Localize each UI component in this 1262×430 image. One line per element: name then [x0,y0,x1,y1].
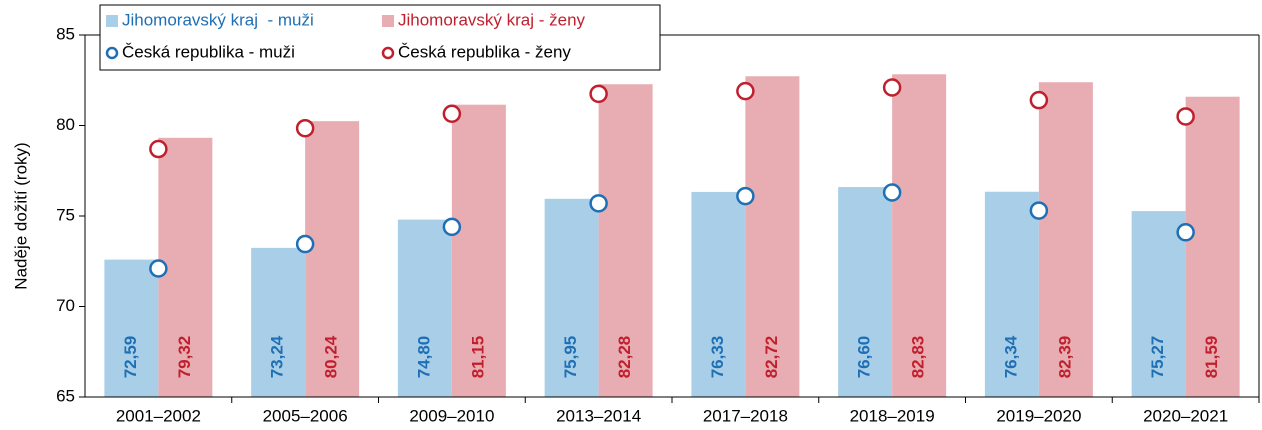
x-tick-label: 2020–2021 [1143,406,1228,425]
value-label: 82,72 [762,336,781,379]
legend-marker [381,46,395,60]
marker [149,139,168,159]
marker [589,194,608,213]
bar [691,191,746,397]
marker [1029,90,1049,110]
marker [1029,201,1049,220]
bar [251,247,306,397]
y-tick-label: 75 [56,205,75,224]
value-label: 76,60 [855,336,874,379]
marker [736,186,755,206]
marker [295,118,315,138]
y-axis-label: Naděje dožití (roky) [11,142,30,289]
bar [544,198,599,397]
value-label: 82,39 [1055,336,1074,379]
value-label: 80,24 [322,335,341,378]
x-tick-label: 2018–2019 [850,406,935,425]
legend-label: Česká republika - muži [122,42,295,61]
value-label: 82,83 [909,336,928,379]
legend-label: Jihomoravský kraj - ženy [398,10,586,29]
bar [598,84,653,398]
x-tick-label: 2001–2002 [116,406,201,425]
value-label: 76,33 [708,336,727,379]
marker [589,84,608,104]
marker [882,183,902,202]
value-label: 79,32 [175,336,194,379]
value-label: 72,59 [121,336,140,379]
legend-swatch [382,15,394,27]
x-tick-label: 2019–2020 [996,406,1081,425]
y-tick-label: 80 [56,115,75,134]
bar [1131,211,1186,397]
bar [451,104,506,397]
bar [984,191,1039,397]
bar [397,219,452,397]
legend-marker [105,46,119,60]
bar [838,187,893,397]
bar [745,76,800,397]
y-tick-label: 70 [56,296,75,315]
y-tick-label: 65 [56,386,75,405]
value-label: 76,34 [1001,335,1020,378]
legend-label: Česká republika - ženy [398,42,571,61]
marker [1176,107,1195,126]
marker [736,81,755,101]
marker [149,259,168,278]
bar [1038,82,1093,397]
bar [1185,96,1240,397]
x-tick-label: 2005–2006 [263,406,348,425]
value-label: 75,27 [1148,336,1167,379]
y-tick-label: 85 [56,24,75,43]
value-label: 82,28 [615,336,634,379]
bar [104,259,159,397]
legend-label: Jihomoravský kraj - muži [122,10,314,29]
value-label: 81,15 [468,336,487,379]
value-label: 81,59 [1202,336,1221,379]
marker [295,234,315,254]
marker [442,104,462,123]
bar [305,121,360,397]
marker [882,78,902,97]
value-label: 73,24 [268,335,287,378]
value-label: 74,80 [414,336,433,379]
value-label: 75,95 [561,336,580,379]
bar [892,74,947,397]
legend-box [99,4,661,71]
marker [442,217,462,237]
x-tick-label: 2009–2010 [409,406,494,425]
legend-swatch [106,15,118,27]
x-tick-label: 2017–2018 [703,406,788,425]
marker [1176,223,1195,242]
x-tick-label: 2013–2014 [556,406,641,425]
